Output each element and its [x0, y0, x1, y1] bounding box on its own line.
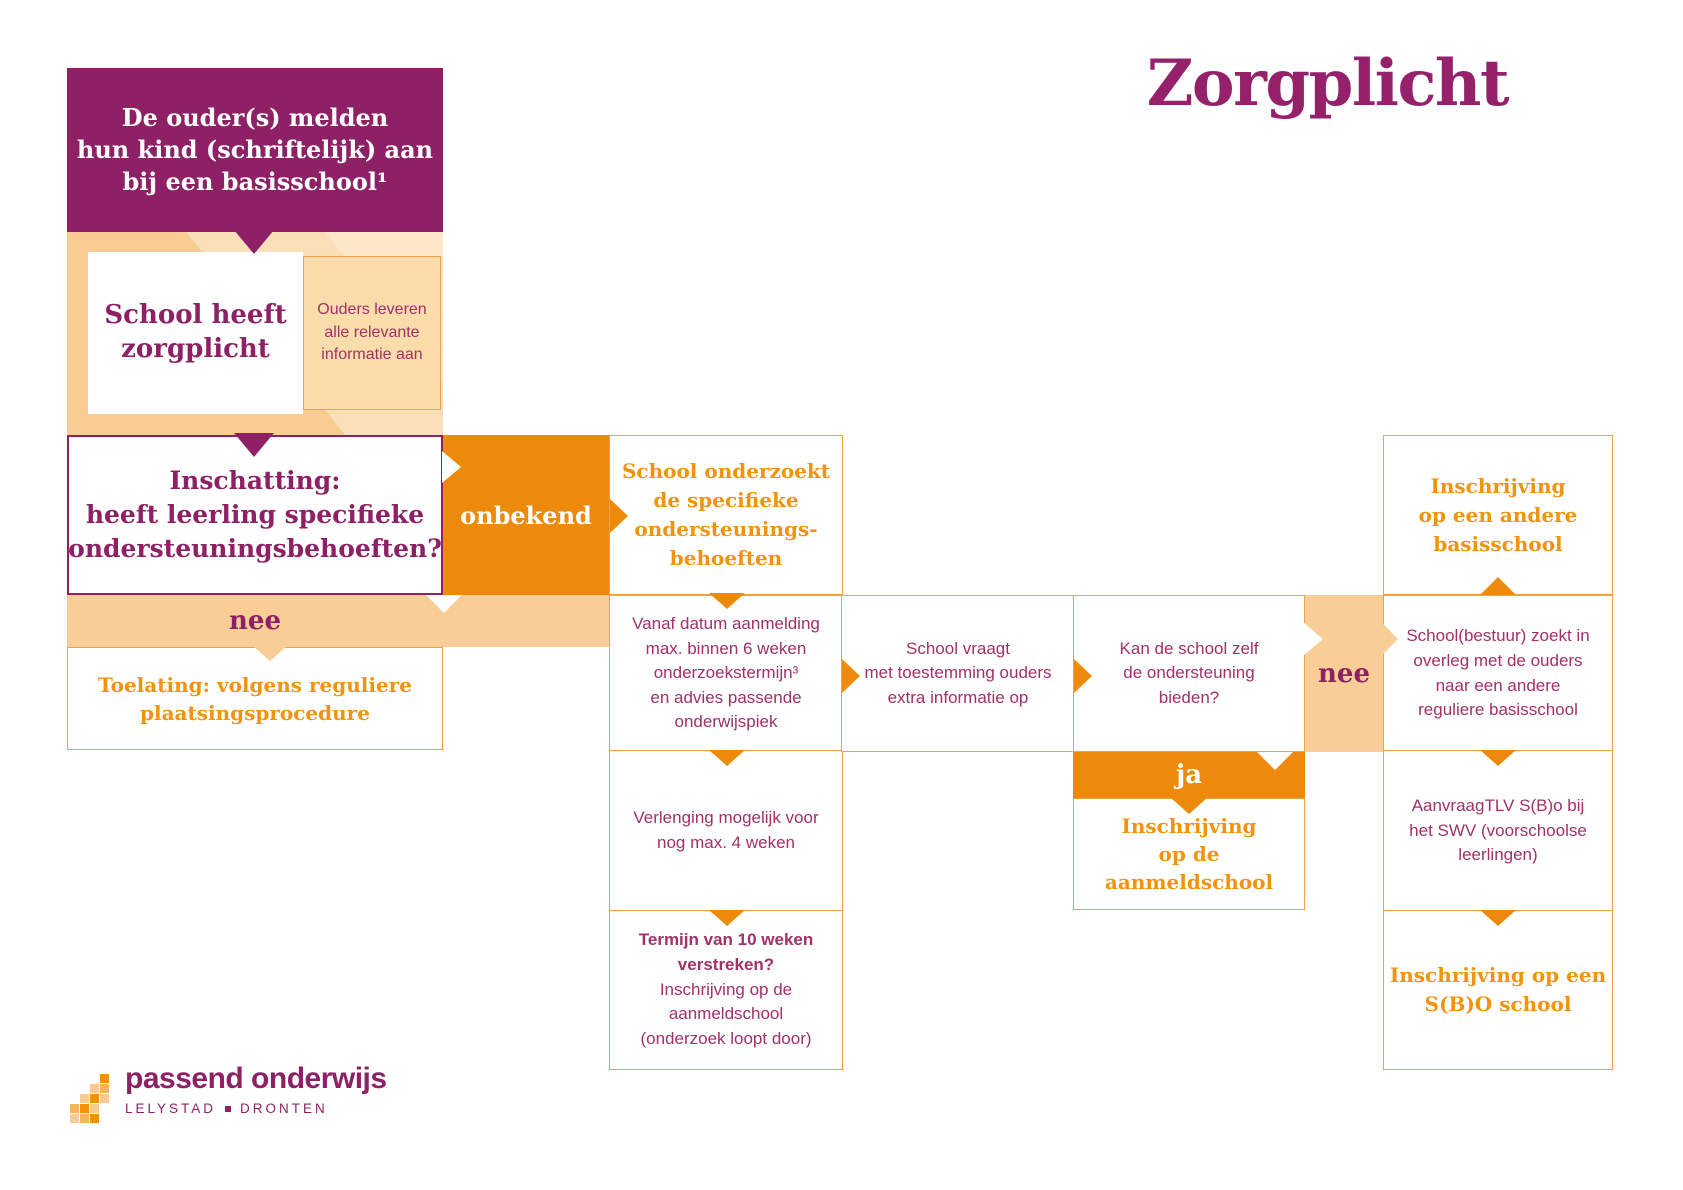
school-vraagt-box: School vraagt met toestemming ouders ext… — [841, 595, 1075, 752]
aanvraag-tlv-box: AanvraagTLV S(B)o bij het SWV (voorschoo… — [1383, 750, 1613, 912]
arrow-right-icon — [610, 499, 628, 533]
start-box: De ouder(s) melden hun kind (schriftelij… — [67, 68, 443, 232]
nee-label-left: nee — [229, 606, 281, 636]
arrow-down-icon — [709, 910, 745, 926]
arrow-down-icon — [1257, 752, 1293, 770]
kan-de-school-box: Kan de school zelf de ondersteuning bied… — [1073, 595, 1305, 752]
arrow-down-icon — [1480, 750, 1516, 766]
page-title: Zorgplicht — [1146, 46, 1510, 121]
nee-band-left — [67, 595, 611, 647]
inschrijving-aanmeldschool-box: Inschrijving op de aanmeldschool — [1073, 798, 1305, 910]
school-heeft-zorgplicht-box: School heeft zorgplicht — [88, 252, 303, 414]
arrow-down-icon — [234, 433, 274, 457]
arrow-down-icon — [426, 595, 462, 613]
arrow-down-icon — [1480, 910, 1516, 926]
logo-separator-icon — [225, 1105, 232, 1112]
schoolbestuur-zoekt-box: School(bestuur) zoekt in overleg met de … — [1383, 595, 1613, 752]
arrow-right-icon — [842, 659, 860, 693]
arrow-right-icon — [442, 451, 461, 483]
termijn-box: Termijn van 10 weken verstreken? Inschri… — [609, 910, 843, 1070]
inschrijving-sbo-box: Inschrijving op een S(B)O school — [1383, 910, 1613, 1070]
onbekend-label-box: onbekend — [441, 435, 611, 595]
verlenging-box: Verlenging mogelijk voor nog max. 4 weke… — [609, 750, 843, 912]
logo-name: passend onderwijs — [125, 1062, 387, 1095]
logo-text: passend onderwijs LELYSTAD DRONTEN — [125, 1062, 387, 1116]
arrow-right-icon — [1074, 659, 1092, 693]
arrow-up-icon — [1480, 577, 1516, 595]
ouders-informatie-box: Ouders leveren alle relevante informatie… — [303, 256, 441, 410]
logo-city-left: LELYSTAD — [125, 1101, 217, 1116]
nee-band-right: nee — [1305, 595, 1383, 752]
toelating-box: Toelating: volgens reguliere plaatsingsp… — [67, 647, 443, 750]
termijn-vervolg: Inschrijving op de aanmeldschool (onderz… — [640, 979, 812, 1048]
inschrijving-andere-basisschool-box: Inschrijving op een andere basisschool — [1383, 435, 1613, 595]
school-onderzoekt-box: School onderzoekt de specifieke onderste… — [609, 435, 843, 595]
logo-mark-icon — [70, 1074, 109, 1123]
arrow-down-icon — [709, 750, 745, 766]
arrow-right-icon — [1382, 623, 1398, 655]
arrow-down-icon — [709, 593, 745, 609]
arrow-down-icon — [1171, 798, 1207, 814]
arrow-right-icon — [1304, 623, 1323, 655]
termijn-question: Termijn van 10 weken verstreken? — [638, 930, 814, 975]
vanaf-datum-box: Vanaf datum aanmelding max. binnen 6 wek… — [609, 595, 843, 752]
inschatting-box: Inschatting: heeft leerling specifieke o… — [67, 435, 443, 595]
logo-city-right: DRONTEN — [240, 1101, 328, 1116]
passend-onderwijs-logo: passend onderwijs LELYSTAD DRONTEN — [70, 1062, 387, 1123]
arrow-down-icon — [252, 645, 288, 661]
logo-subtitle: LELYSTAD DRONTEN — [125, 1101, 387, 1116]
arrow-down-icon — [234, 230, 274, 254]
